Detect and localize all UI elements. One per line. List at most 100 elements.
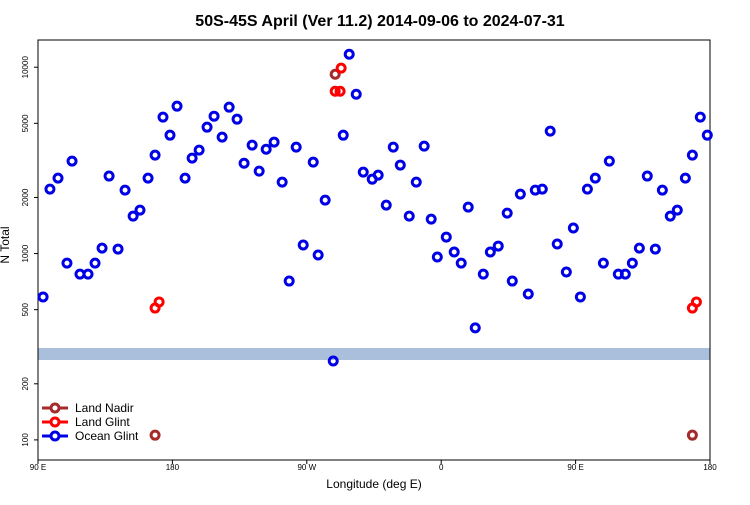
y-tick-label: 1000 xyxy=(21,244,30,262)
point xyxy=(157,111,169,123)
point xyxy=(268,136,280,148)
y-axis-label: N Total xyxy=(0,226,12,263)
band xyxy=(38,348,710,360)
y-tick-label: 10000 xyxy=(21,56,30,79)
point xyxy=(329,68,341,80)
point xyxy=(506,275,518,287)
point xyxy=(82,268,94,280)
point xyxy=(193,144,205,156)
point xyxy=(589,172,601,184)
point xyxy=(208,110,220,122)
point xyxy=(664,210,676,222)
point xyxy=(387,141,399,153)
point xyxy=(337,129,349,141)
point xyxy=(231,113,243,125)
point xyxy=(297,239,309,251)
point xyxy=(686,149,698,161)
point xyxy=(701,129,713,141)
point xyxy=(477,268,489,280)
x-axis-label: Longitude (deg E) xyxy=(326,477,421,491)
point xyxy=(127,210,139,222)
point xyxy=(312,249,324,261)
point xyxy=(149,429,161,441)
point xyxy=(440,231,452,243)
point xyxy=(103,170,115,182)
x-tick-label: 180 xyxy=(166,463,180,472)
point xyxy=(66,155,78,167)
legend-marker xyxy=(49,430,61,442)
point xyxy=(334,85,346,97)
point xyxy=(335,62,347,74)
x-tick-label: 0 xyxy=(439,463,444,472)
point xyxy=(96,242,108,254)
point xyxy=(522,288,534,300)
plot-frame xyxy=(37,39,711,461)
point xyxy=(633,242,645,254)
point xyxy=(380,199,392,211)
point xyxy=(119,184,131,196)
point xyxy=(260,143,272,155)
point xyxy=(448,246,460,258)
point xyxy=(52,172,64,184)
y-tick-label: 2000 xyxy=(21,188,30,206)
point xyxy=(112,243,124,255)
point xyxy=(179,172,191,184)
point xyxy=(581,183,593,195)
point xyxy=(656,184,668,196)
point xyxy=(501,207,513,219)
point xyxy=(216,131,228,143)
legend-marker xyxy=(49,416,61,428)
point xyxy=(171,100,183,112)
point xyxy=(536,183,548,195)
chart-title: 50S-45S April (Ver 11.2) 2014-09-06 to 2… xyxy=(195,13,565,30)
y-tick-label: 200 xyxy=(21,377,30,391)
legend-marker xyxy=(49,402,61,414)
point xyxy=(425,213,437,225)
legend-label: Land Nadir xyxy=(75,401,134,415)
point xyxy=(327,355,339,367)
x-tick-label: 90 E xyxy=(30,463,46,472)
point xyxy=(238,157,250,169)
point xyxy=(690,296,702,308)
point xyxy=(686,429,698,441)
x-tick-label: 180 xyxy=(703,463,717,472)
point xyxy=(253,165,265,177)
point xyxy=(350,88,362,100)
point xyxy=(551,238,563,250)
point xyxy=(44,183,56,195)
y-tick-label: 5000 xyxy=(21,114,30,132)
point xyxy=(560,266,572,278)
point xyxy=(574,291,586,303)
point xyxy=(134,204,146,216)
point xyxy=(61,257,73,269)
point xyxy=(357,166,369,178)
point xyxy=(469,322,481,334)
x-tick-label: 90 E xyxy=(567,463,583,472)
point xyxy=(153,296,165,308)
point xyxy=(290,141,302,153)
point xyxy=(492,240,504,252)
point xyxy=(307,156,319,168)
point xyxy=(149,149,161,161)
point xyxy=(694,111,706,123)
point xyxy=(603,155,615,167)
point xyxy=(597,257,609,269)
point xyxy=(418,140,430,152)
point xyxy=(484,246,496,258)
point xyxy=(372,169,384,181)
point xyxy=(201,121,213,133)
point xyxy=(649,243,661,255)
point xyxy=(394,159,406,171)
point xyxy=(514,188,526,200)
point xyxy=(403,210,415,222)
point xyxy=(223,101,235,113)
point xyxy=(544,125,556,137)
point xyxy=(431,251,443,263)
point xyxy=(283,275,295,287)
point xyxy=(37,291,49,303)
point xyxy=(276,176,288,188)
y-tick-label: 500 xyxy=(21,302,30,316)
point xyxy=(89,257,101,269)
